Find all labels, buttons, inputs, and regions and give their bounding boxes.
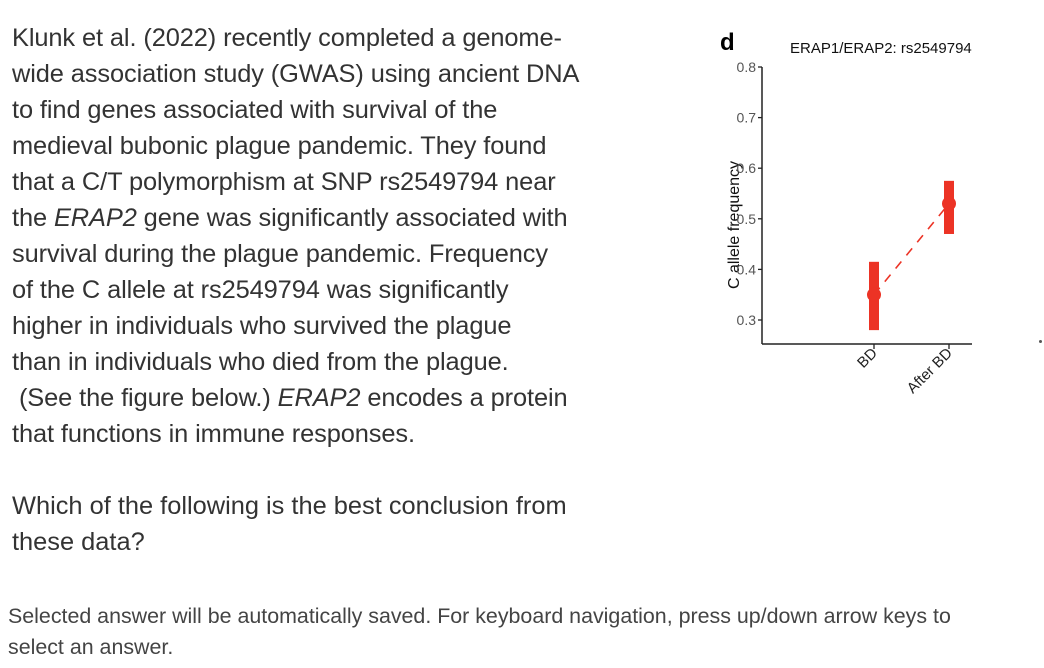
data-point [942, 196, 956, 211]
question-line: survival during the plague pandemic. Fre… [12, 240, 548, 268]
keyboard-help-text: Selected answer will be automatically sa… [8, 601, 1038, 663]
y-tick-label: 0.3 [737, 312, 757, 328]
gene-name: ERAP2 [53, 204, 137, 232]
data-point [867, 287, 881, 302]
question-line: (See the figure below.) ERAP2 encodes a … [12, 380, 602, 416]
x-tick-label: BD [854, 345, 881, 372]
chart-marks: 0.3 0.4 0.5 0.6 0.7 0.8 BD After BD [737, 59, 972, 397]
question-line: that a C/T polymorphism at SNP rs2549794… [12, 168, 556, 196]
question-text: Klunk et al. (2022) recently completed a… [12, 20, 602, 452]
y-tick-label: 0.6 [737, 160, 757, 176]
gene-name: ERAP2 [277, 384, 361, 412]
prompt-line: these data? [12, 528, 145, 556]
y-tick-label: 0.8 [737, 59, 757, 75]
x-tick-label: After BD [904, 345, 956, 397]
question-line: to find genes associated with survival o… [12, 96, 498, 124]
question-line: of the C allele at rs2549794 was signifi… [12, 276, 509, 304]
question-line: than in individuals who died from the pl… [12, 348, 509, 376]
prompt-line: Which of the following is the best concl… [12, 492, 567, 520]
question-line: that functions in immune responses. [12, 420, 415, 448]
y-axis-title: C allele frequency [726, 161, 743, 289]
help-line: Selected answer will be automatically sa… [8, 604, 951, 628]
question-line-part: the [12, 204, 54, 232]
figure-panel: d ERAP1/ERAP2: rs2549794 C allele freque… [700, 20, 1040, 450]
question-line: wide association study (GWAS) using anci… [12, 60, 580, 88]
question-line-part: encodes a protein [360, 384, 568, 412]
question-line: the ERAP2 gene was significantly associa… [12, 200, 602, 236]
series-connector-line [873, 203, 950, 296]
panel-letter: d [720, 29, 735, 56]
help-line: select an answer. [8, 635, 174, 659]
chart-title: ERAP1/ERAP2: rs2549794 [790, 40, 972, 57]
question-line-part: gene was significantly associated with [136, 204, 568, 232]
y-tick-label: 0.7 [737, 110, 757, 126]
y-tick-label: 0.4 [737, 261, 757, 277]
scroll-indicator-dot [1039, 340, 1042, 343]
prompt-text: Which of the following is the best concl… [12, 488, 612, 560]
question-line: higher in individuals who survived the p… [12, 312, 512, 340]
question-line: Klunk et al. (2022) recently completed a… [12, 24, 562, 52]
question-line: medieval bubonic plague pandemic. They f… [12, 132, 547, 160]
question-line-part: (See the figure below.) [12, 384, 278, 412]
y-tick-label: 0.5 [737, 211, 757, 227]
allele-frequency-chart: d ERAP1/ERAP2: rs2549794 C allele freque… [720, 29, 972, 397]
